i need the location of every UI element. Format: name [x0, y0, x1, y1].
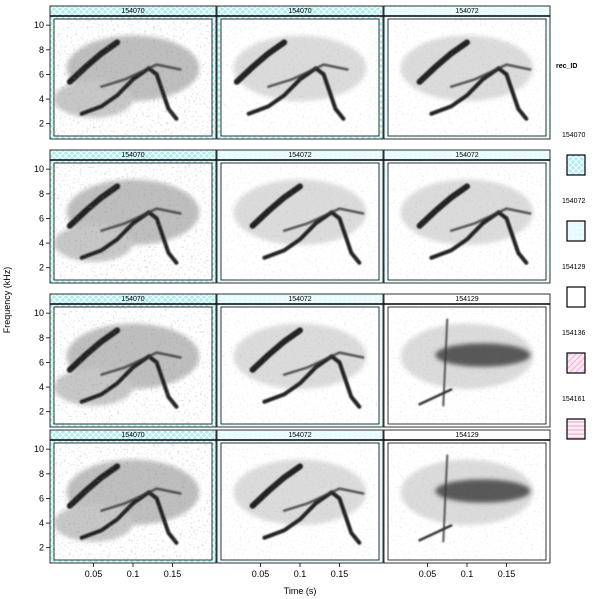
strip-label: 154129: [455, 296, 478, 303]
noise-texture: [221, 443, 379, 560]
noise-texture: [54, 307, 212, 424]
noise-texture: [54, 163, 212, 280]
legend: rec_ID 154070 154072 154129 154136 154161: [556, 63, 586, 440]
noise-texture: [221, 163, 379, 280]
y-tick-label: 6: [39, 493, 44, 503]
y-tick-label: 6: [39, 357, 44, 367]
strip-label: 154070: [121, 152, 144, 159]
spectrogram-image: [54, 443, 212, 560]
noise-texture: [221, 19, 379, 136]
spectrogram-image: [54, 307, 212, 424]
strip-label: 154072: [455, 152, 478, 159]
x-tick-label: 0.05: [252, 569, 270, 579]
legend-title: rec_ID: [556, 63, 577, 70]
spectrogram-image: [221, 19, 379, 136]
noise-texture: [388, 163, 546, 280]
y-tick-label: 8: [39, 189, 44, 199]
strip-label: 154129: [455, 432, 478, 439]
y-tick-label: 2: [39, 119, 44, 129]
noise-texture: [388, 307, 546, 424]
y-tick-label: 4: [39, 238, 44, 248]
y-tick-label: 6: [39, 69, 44, 79]
x-tick-label: 0.05: [85, 569, 103, 579]
y-tick-label: 10: [34, 444, 44, 454]
strip-label: 154070: [288, 8, 311, 15]
y-tick-label: 10: [34, 308, 44, 318]
y-tick-label: 2: [39, 407, 44, 417]
panel-r4-c2: 154072: [216, 429, 384, 564]
noise-texture: [221, 307, 379, 424]
legend-swatch: [566, 154, 586, 176]
legend-swatch: [566, 352, 586, 374]
y-tick-label: 6: [39, 213, 44, 223]
legend-label: 154129: [562, 264, 585, 271]
panel-r4-c1: 154070: [49, 429, 217, 564]
panel-r2-c2: 154072: [216, 149, 384, 284]
strip-label: 154070: [121, 296, 144, 303]
x-tick-label: 0.1: [127, 569, 140, 579]
panel-r2-c3: 154072: [383, 149, 551, 284]
spectrogram-image: [221, 443, 379, 560]
panel-r4-c3: 154129: [383, 429, 551, 564]
y-tick-label: 8: [39, 469, 44, 479]
panels-layer: 154070 154070 154072 154070 154072 154072 1540…: [49, 5, 551, 564]
strip-label: 154072: [288, 152, 311, 159]
strip-label: 154072: [455, 8, 478, 15]
strip-label: 154070: [121, 8, 144, 15]
panel-r2-c1: 154070: [49, 149, 217, 284]
y-tick-label: 2: [39, 543, 44, 553]
panel-r3-c3: 154129: [383, 293, 551, 428]
panel-r1-c2: 154070: [216, 5, 384, 140]
noise-texture: [388, 19, 546, 136]
y-tick-label: 8: [39, 333, 44, 343]
spectrogram-image: [54, 163, 212, 280]
panel-r3-c2: 154072: [216, 293, 384, 428]
y-tick-label: 4: [39, 518, 44, 528]
spectrogram-image: [221, 307, 379, 424]
axes-layer: 2 4 6 8 10 2 4 6 8 10 2 4 6 8 10 2 4 6 8 10 0.05 0.1 0.15 0.05 0…: [34, 20, 515, 579]
legend-swatch: [566, 220, 586, 242]
spectrogram-image: [388, 443, 546, 560]
y-tick-label: 4: [39, 94, 44, 104]
x-tick-label: 0.1: [461, 569, 474, 579]
x-tick-label: 0.1: [294, 569, 307, 579]
spectrogram-image: [388, 307, 546, 424]
legend-swatch: [566, 418, 586, 440]
noise-texture: [388, 443, 546, 560]
x-tick-label: 0.15: [331, 569, 349, 579]
spectrogram-image: [388, 163, 546, 280]
x-tick-label: 0.15: [498, 569, 516, 579]
panel-r3-c1: 154070: [49, 293, 217, 428]
x-tick-label: 0.05: [419, 569, 437, 579]
spectrogram-image: [221, 163, 379, 280]
noise-texture: [54, 443, 212, 560]
y-tick-label: 4: [39, 382, 44, 392]
legend-label: 154070: [562, 132, 585, 139]
y-tick-label: 10: [34, 20, 44, 30]
panel-r1-c1: 154070: [49, 5, 217, 140]
legend-label: 154072: [562, 198, 585, 205]
y-tick-label: 2: [39, 263, 44, 273]
strip-label: 154070: [121, 432, 144, 439]
x-tick-label: 0.15: [164, 569, 182, 579]
spectrogram-image: [54, 19, 212, 136]
x-axis-title: Time (s): [284, 586, 317, 596]
noise-texture: [54, 19, 212, 136]
strip-label: 154072: [288, 296, 311, 303]
legend-swatch: [566, 286, 586, 308]
y-tick-label: 8: [39, 45, 44, 55]
y-axis-title: Frequency (kHz): [2, 267, 12, 334]
strip-label: 154072: [288, 432, 311, 439]
legend-label: 154161: [562, 396, 585, 403]
spectrogram-image: [388, 19, 546, 136]
y-tick-label: 10: [34, 164, 44, 174]
legend-label: 154136: [562, 330, 585, 337]
panel-r1-c3: 154072: [383, 5, 551, 140]
